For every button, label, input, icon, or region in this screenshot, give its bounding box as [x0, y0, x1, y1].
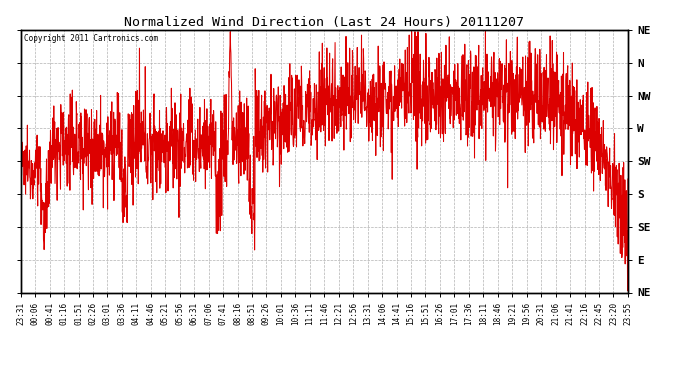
Title: Normalized Wind Direction (Last 24 Hours) 20111207: Normalized Wind Direction (Last 24 Hours… [124, 16, 524, 29]
Text: Copyright 2011 Cartronics.com: Copyright 2011 Cartronics.com [23, 34, 158, 43]
